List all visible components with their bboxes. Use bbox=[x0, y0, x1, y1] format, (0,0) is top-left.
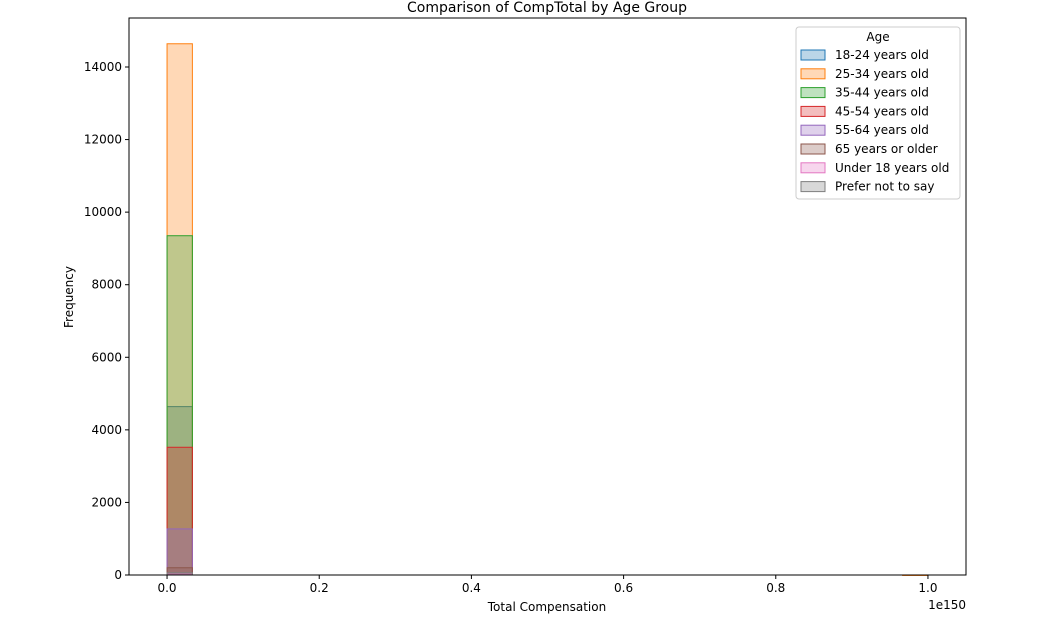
histogram-bars bbox=[166, 43, 929, 576]
y-tick-label: 0 bbox=[114, 568, 122, 582]
y-tick-label: 4000 bbox=[91, 423, 122, 437]
legend-swatch bbox=[800, 49, 826, 61]
legend-items: 18-24 years old 25-34 years old 35-44 year… bbox=[800, 48, 949, 194]
legend-swatch bbox=[800, 105, 826, 117]
legend-swatch bbox=[800, 68, 826, 80]
y-tick-label: 2000 bbox=[91, 495, 122, 509]
plot-area: 0.0 0.2 0.4 0.6 0.8 1.0 0 2000 4000 6000 8000 1000… bbox=[84, 17, 967, 595]
y-tick-label: 6000 bbox=[91, 350, 122, 364]
axes-frame bbox=[128, 17, 967, 576]
legend-label: 25-34 years old bbox=[835, 67, 929, 81]
x-axis-offset-label: 1e150 bbox=[928, 598, 966, 612]
legend-swatch bbox=[800, 124, 826, 136]
y-tick-label: 10000 bbox=[84, 205, 122, 219]
legend-swatch bbox=[800, 162, 826, 174]
histogram-bar bbox=[166, 235, 193, 576]
x-tick-label: 0.2 bbox=[310, 581, 329, 595]
legend-label: 65 years or older bbox=[835, 142, 938, 156]
histogram-bar bbox=[166, 43, 193, 576]
legend-label: 35-44 years old bbox=[835, 86, 929, 100]
legend-swatch bbox=[800, 143, 826, 155]
legend-title: Age bbox=[866, 30, 889, 44]
legend-swatch bbox=[800, 181, 826, 193]
y-tick-label: 14000 bbox=[84, 60, 122, 74]
legend-label: Prefer not to say bbox=[835, 180, 934, 194]
y-axis-ticks: 0 2000 4000 6000 8000 10000 12000 14000 bbox=[84, 60, 129, 582]
x-tick-label: 0.6 bbox=[614, 581, 633, 595]
legend-label: 55-64 years old bbox=[835, 123, 929, 137]
x-tick-label: 0.8 bbox=[766, 581, 785, 595]
histogram-bar bbox=[166, 406, 193, 576]
x-axis-label: Total Compensation bbox=[487, 600, 606, 614]
legend-label: 18-24 years old bbox=[835, 48, 929, 62]
legend-label: Under 18 years old bbox=[835, 161, 949, 175]
x-tick-label: 0.4 bbox=[462, 581, 481, 595]
x-tick-label: 0.0 bbox=[157, 581, 176, 595]
histogram-bar bbox=[166, 446, 193, 576]
y-axis-label: Frequency bbox=[62, 266, 76, 328]
legend-swatch bbox=[800, 87, 826, 99]
legend-box bbox=[795, 26, 961, 200]
x-tick-label: 1.0 bbox=[918, 581, 937, 595]
legend: Age 18-24 years old 25-34 years old 35-44 … bbox=[795, 26, 961, 200]
y-tick-label: 8000 bbox=[91, 278, 122, 292]
chart-title: Comparison of CompTotal by Age Group bbox=[407, 0, 687, 16]
x-axis-ticks: 0.0 0.2 0.4 0.6 0.8 1.0 bbox=[157, 575, 938, 595]
y-tick-label: 12000 bbox=[84, 133, 122, 147]
legend-label: 45-54 years old bbox=[835, 104, 929, 118]
